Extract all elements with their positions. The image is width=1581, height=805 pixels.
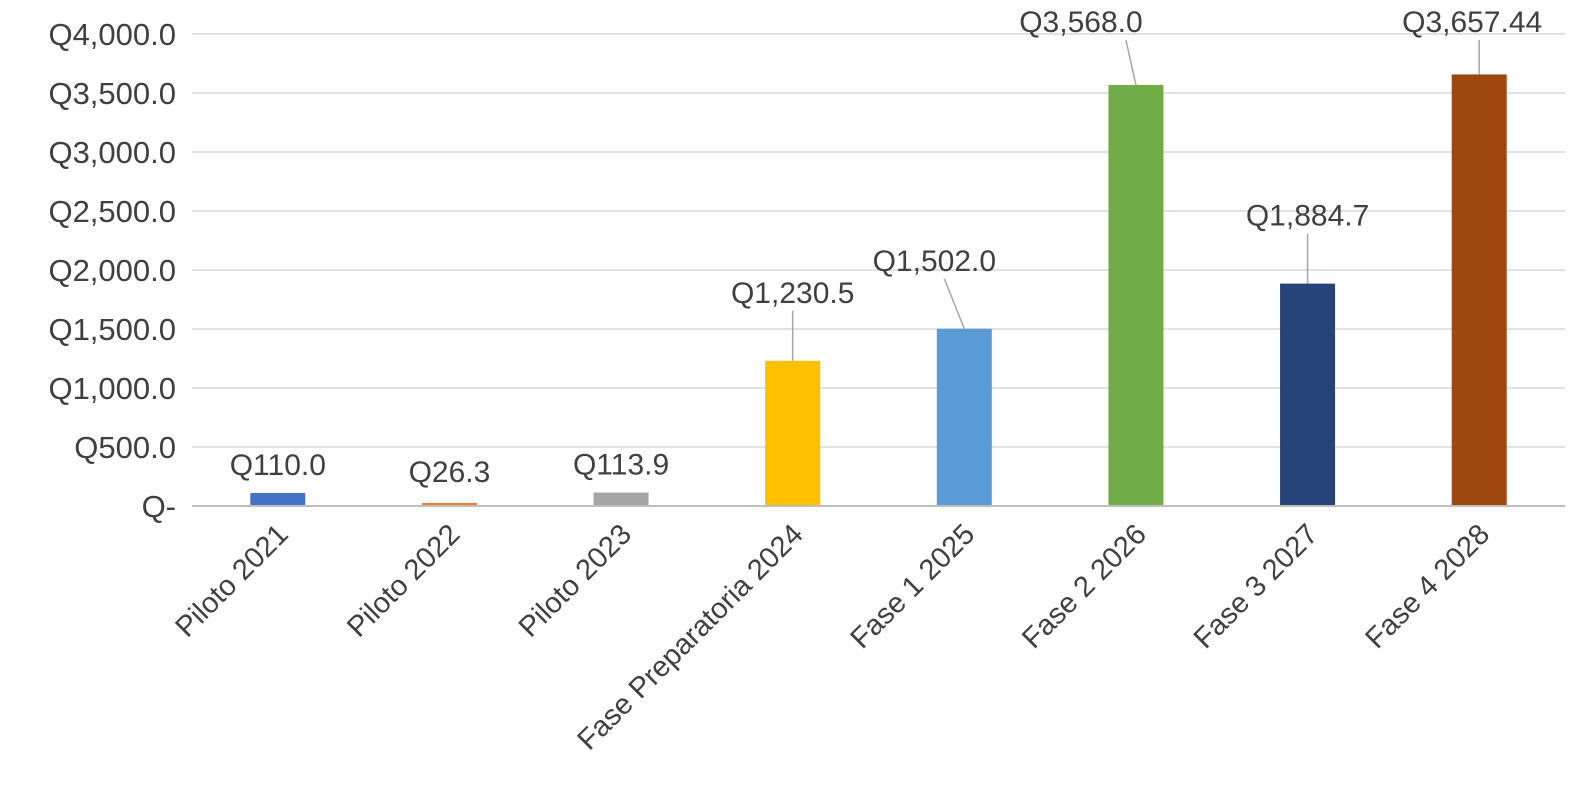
data-label: Q3,657.44 [1402,6,1542,39]
x-category-label: Fase 2 2026 [1016,518,1153,655]
x-category-label: Piloto 2022 [341,518,466,643]
x-category-label: Piloto 2021 [170,518,295,643]
data-labels: Q110.0 Q26.3 Q113.9 Q1,230.5 Q1,502.0 Q3,568.… [230,6,1543,489]
y-tick-label: Q500.0 [74,430,176,465]
bar [765,360,821,506]
x-category-label: Fase 3 2027 [1188,518,1325,655]
data-label: Q3,568.0 [1019,6,1142,39]
data-label: Q26.3 [409,456,491,489]
bar [936,328,992,506]
bar [1451,74,1507,506]
leader-line [1125,39,1137,86]
y-tick-label: Q- [142,489,176,524]
y-tick-label: Q1,500.0 [48,312,176,347]
data-label: Q1,502.0 [873,245,996,278]
gridlines [192,33,1565,448]
x-category-label: Piloto 2023 [513,518,638,643]
x-category-label: Fase 1 2025 [845,518,982,655]
leader-line [943,278,966,330]
bar [421,502,477,506]
y-tick-label: Q3,000.0 [48,135,176,170]
data-label: Q110.0 [230,449,326,482]
y-axis-tick-labels: Q- Q500.0 Q1,000.0 Q1,500.0 Q2,000.0 Q2,500.0… [48,17,176,524]
data-label: Q113.9 [573,449,669,482]
bar [250,493,306,506]
data-label: Q1,230.5 [731,277,854,310]
x-category-label: Fase 4 2028 [1359,518,1496,655]
data-label-leader-lines [791,39,1480,361]
y-tick-label: Q2,000.0 [48,253,176,288]
y-tick-label: Q3,500.0 [48,76,176,111]
y-tick-label: Q1,000.0 [48,371,176,406]
y-tick-label: Q2,500.0 [48,194,176,229]
bar [593,492,649,506]
data-label: Q1,884.7 [1246,200,1369,233]
bar [1108,84,1164,506]
bar [1280,283,1336,506]
y-tick-label: Q4,000.0 [48,17,176,52]
bars [250,74,1507,506]
